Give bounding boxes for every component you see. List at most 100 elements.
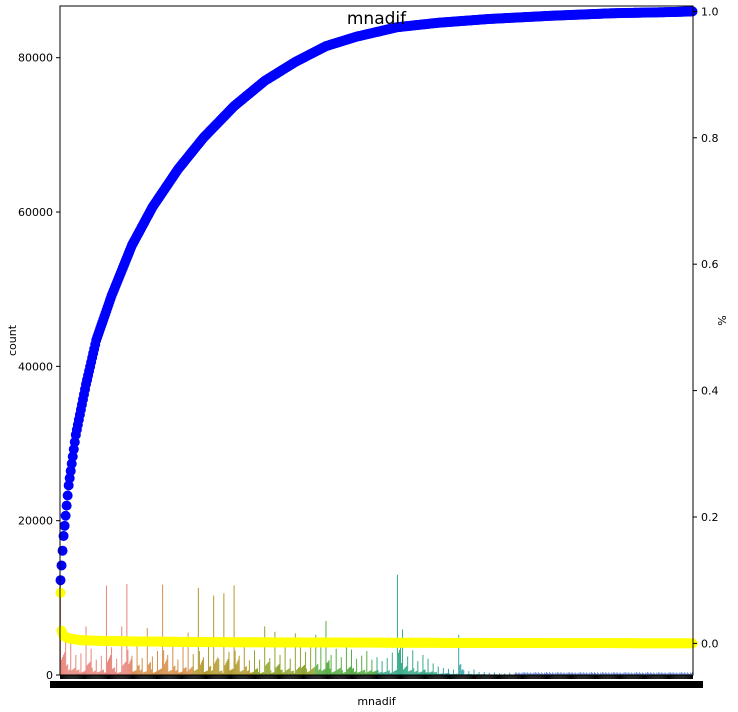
bar <box>214 663 216 675</box>
bar <box>597 672 599 675</box>
bar <box>639 673 641 675</box>
bar <box>250 672 252 675</box>
bar <box>613 671 615 675</box>
bar <box>90 648 92 675</box>
bar <box>413 668 415 675</box>
bar <box>190 667 192 675</box>
bar <box>83 671 85 675</box>
bar <box>440 673 442 675</box>
bar <box>370 670 372 675</box>
bar <box>73 668 75 675</box>
bar <box>117 673 119 675</box>
bar <box>251 672 253 675</box>
bar <box>406 666 408 675</box>
bar <box>635 671 637 675</box>
bar <box>606 673 608 675</box>
bar <box>653 672 655 675</box>
bar <box>230 669 232 675</box>
bar <box>122 665 124 675</box>
bar <box>564 673 566 675</box>
bar <box>392 671 394 675</box>
bar <box>327 661 329 675</box>
bar <box>68 670 70 675</box>
bar <box>191 666 193 675</box>
x-tick-labels-overlap <box>50 681 703 688</box>
bar <box>686 672 688 675</box>
bar <box>438 673 440 675</box>
bar <box>616 672 618 675</box>
bar <box>332 672 334 675</box>
bar <box>468 671 470 675</box>
bar <box>637 673 639 675</box>
y-tick-label: 20000 <box>18 515 53 528</box>
bar <box>197 587 199 675</box>
bar <box>65 636 67 675</box>
bar <box>589 673 591 675</box>
bar <box>515 672 517 675</box>
cumulative-point <box>62 490 73 501</box>
bar <box>219 671 221 675</box>
bar <box>659 672 661 675</box>
bar <box>611 672 613 675</box>
bar <box>147 664 149 675</box>
bar <box>328 660 330 675</box>
bar <box>183 668 185 675</box>
bar <box>592 673 594 675</box>
bar <box>321 670 323 675</box>
bar <box>449 673 450 675</box>
bar <box>618 673 620 675</box>
bar <box>405 667 407 675</box>
bar <box>369 670 371 675</box>
bar <box>320 647 322 675</box>
bar <box>593 672 595 675</box>
bar <box>225 663 227 675</box>
bar <box>189 668 191 675</box>
bar <box>572 673 574 675</box>
bar <box>258 672 260 675</box>
bar <box>365 672 367 675</box>
bar <box>673 673 675 675</box>
bar <box>409 670 411 675</box>
bar <box>259 659 261 675</box>
bar <box>326 662 328 675</box>
bar <box>625 672 627 675</box>
y2-tick-label: 0.8 <box>701 132 719 145</box>
bar <box>483 671 485 675</box>
bar <box>70 642 72 675</box>
bar <box>568 671 570 675</box>
bar <box>355 671 357 675</box>
bar <box>381 661 383 675</box>
bar <box>249 672 251 675</box>
bar <box>311 669 313 675</box>
bar <box>154 671 156 675</box>
bar <box>305 651 307 675</box>
bar <box>361 655 363 675</box>
bar <box>310 642 312 675</box>
bar <box>92 671 94 675</box>
bar <box>279 654 281 675</box>
bar <box>380 671 382 675</box>
bar <box>360 671 362 675</box>
bar <box>532 672 534 675</box>
bar <box>284 644 286 675</box>
bar <box>242 670 244 675</box>
bar <box>640 673 642 675</box>
bar <box>623 673 625 675</box>
bar <box>244 666 246 675</box>
y2-tick-label: 0.0 <box>701 637 719 650</box>
x-axis-ticks <box>50 675 703 688</box>
bar <box>266 664 268 675</box>
bar <box>462 669 464 675</box>
bar <box>168 671 170 675</box>
y2-axis-label: % <box>716 315 729 325</box>
bar <box>402 629 404 675</box>
bar <box>175 670 177 675</box>
cumulative-point <box>59 520 70 531</box>
bar <box>129 661 131 675</box>
bar <box>385 671 387 675</box>
bar <box>662 673 664 675</box>
bar <box>530 673 532 675</box>
bar <box>556 673 558 675</box>
bar <box>98 671 100 675</box>
bar <box>522 673 524 675</box>
